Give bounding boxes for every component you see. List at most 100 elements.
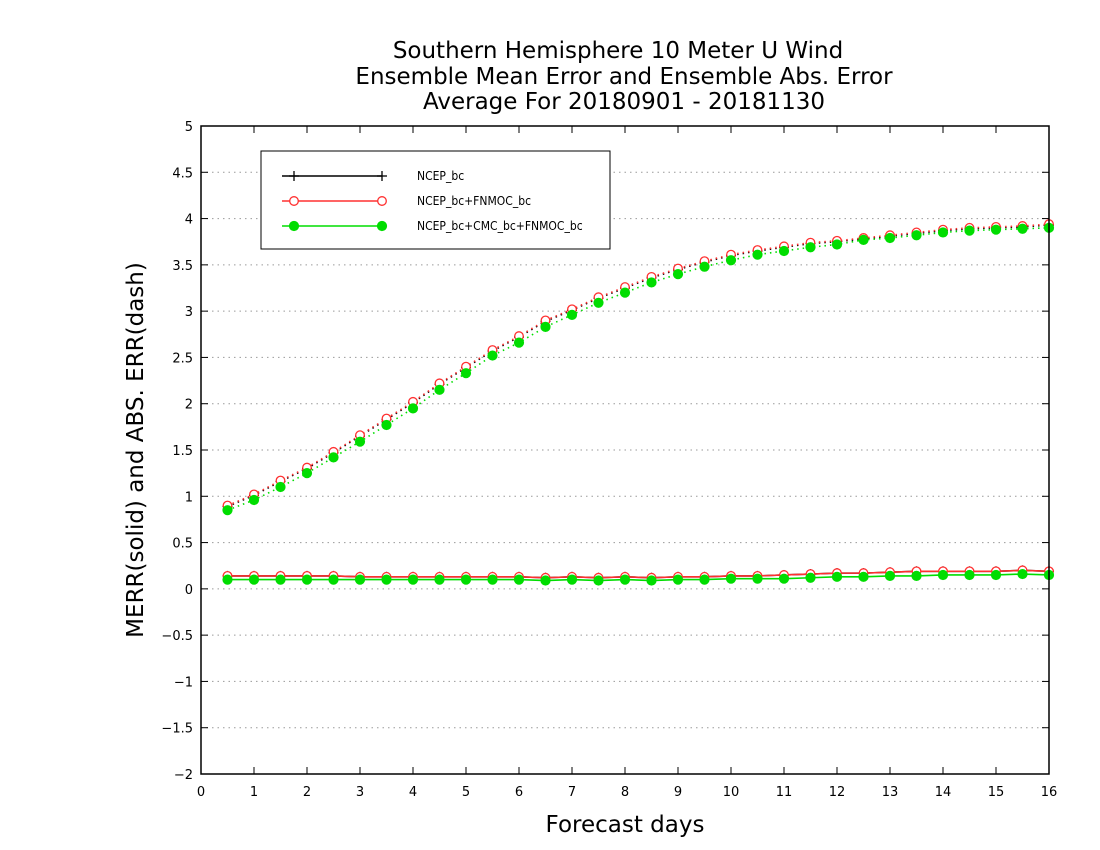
y-tick-label: 2.5 [172,351,193,366]
data-point [328,574,339,585]
x-tick-label: 13 [882,785,899,800]
legend: NCEP_bc NCEP_bc+FNMOC_bc NCEP_bc+CMC_bc+FN… [260,150,611,250]
data-point [911,230,922,241]
abs-err-line [227,223,1050,507]
legend-entry: NCEP_bc+FNMOC_bc [282,194,531,208]
y-tick-label: 4 [185,213,193,228]
y-axis-ticks: 5 4.5 4 3.5 3 2.5 2 1.5 1 0.5 0 −0.5 −1 −1.5 −2 [161,120,1049,783]
data-point [275,574,286,585]
data-point [672,269,684,280]
x-tick-label: 16 [1041,785,1058,800]
legend-label: NCEP_bc [417,169,464,183]
data-point [646,277,657,288]
y-tick-label: 0.5 [172,537,193,552]
legend-entry: NCEP_bc+CMC_bc+FNMOC_bc [282,219,583,233]
y-tick-label: −0.5 [161,629,193,644]
data-point [672,574,684,585]
data-point [288,220,300,232]
x-tick-label: 14 [935,785,952,800]
merr-line [227,569,1050,579]
y-tick-label: 0 [185,583,193,598]
data-point [778,245,790,257]
data-point [460,368,472,379]
data-point [619,287,631,298]
data-point [487,350,498,361]
y-axis-label: MERR(solid) and ABS. ERR(dash) [123,262,149,638]
data-point [752,573,763,584]
series-NCEP_bc [222,220,1054,583]
data-point [858,234,869,245]
data-point [248,494,260,506]
data-point [831,571,843,582]
data-point [1017,568,1028,580]
y-tick-label: 5 [185,120,193,135]
x-tick-label: 5 [462,785,470,800]
y-tick-label: −1 [174,675,193,690]
y-tick-label: −1.5 [161,722,193,737]
data-point [990,224,1002,235]
series-layer [222,219,1055,586]
data-point [884,570,896,581]
data-point [434,574,445,585]
chart-title-line-1: Southern Hemisphere 10 Meter U Wind [393,38,843,64]
data-point [566,574,578,585]
x-tick-label: 11 [776,785,793,800]
data-point [911,570,922,581]
data-point [831,239,843,250]
abs-err-line [227,224,1050,508]
data-point [566,309,578,320]
series-NCEP_bc+CMC_bc+FNMOC_bc [222,222,1055,586]
data-point [275,481,286,493]
data-point [248,574,260,585]
x-tick-label: 0 [197,785,205,800]
data-point [699,574,710,585]
data-point [222,505,233,516]
data-point [725,573,737,584]
data-point [434,384,445,395]
data-point [301,574,313,585]
y-tick-label: 1 [185,490,193,505]
data-point [328,452,339,463]
y-tick-label: −2 [174,768,193,783]
data-point [377,171,387,181]
data-point [540,321,551,332]
x-tick-label: 4 [409,785,417,800]
x-tick-label: 10 [723,785,740,800]
data-point [964,569,975,581]
data-point [752,249,763,260]
data-point [407,403,419,414]
legend-label: NCEP_bc+CMC_bc+FNMOC_bc [417,219,583,233]
data-point [540,575,551,586]
x-tick-label: 7 [568,785,576,800]
data-point [460,574,472,585]
data-point [381,419,392,431]
y-tick-label: 3 [185,305,193,320]
abs-err-line [227,227,1050,511]
data-point [593,297,604,308]
data-point [354,574,366,585]
legend-label: NCEP_bc+FNMOC_bc [417,194,531,208]
data-point [937,227,949,238]
x-axis-ticks: 0 1 2 3 4 5 6 7 8 9 10 11 12 13 14 15 16 [197,126,1057,800]
legend-entry: NCEP_bc [282,169,464,183]
data-point [699,261,710,272]
x-tick-label: 8 [621,785,629,800]
chart-title-line-3: Average For 20180901 - 20181130 [423,89,825,115]
x-tick-label: 1 [250,785,258,800]
data-point [222,574,233,585]
data-point [407,574,419,585]
data-point [619,574,631,585]
y-tick-label: 3.5 [172,259,193,274]
data-point [646,575,657,586]
x-tick-label: 3 [356,785,364,800]
data-point [376,220,388,232]
data-point [778,573,790,584]
y-tick-label: 4.5 [172,166,193,181]
data-point [289,196,299,206]
data-point [301,468,313,479]
data-point [884,232,896,244]
x-tick-label: 2 [303,785,311,800]
data-point [513,574,525,585]
series-NCEP_bc+FNMOC_bc [222,219,1054,583]
